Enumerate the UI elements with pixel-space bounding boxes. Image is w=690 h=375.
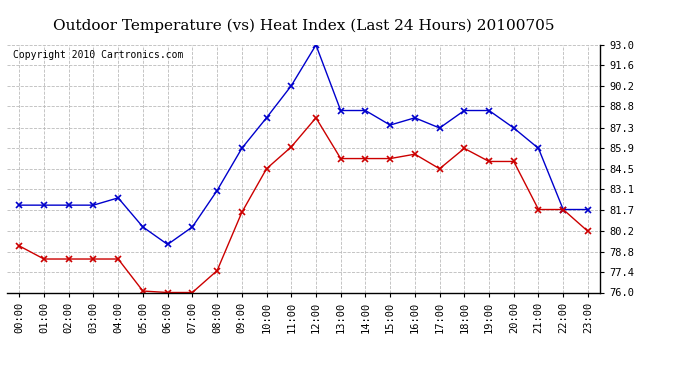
Text: Outdoor Temperature (vs) Heat Index (Last 24 Hours) 20100705: Outdoor Temperature (vs) Heat Index (Las… [53,19,554,33]
Text: Copyright 2010 Cartronics.com: Copyright 2010 Cartronics.com [13,50,184,60]
